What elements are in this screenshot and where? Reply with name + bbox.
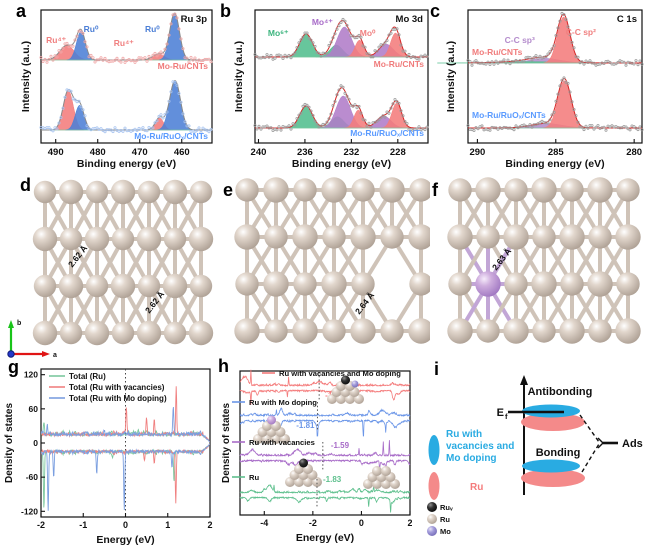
y-axis-title: Intensity (a.u.) [233, 41, 245, 112]
x-axis-title: Energy (eV) [296, 532, 354, 544]
axis-b-label: b [17, 320, 21, 327]
x-tick-label: 0 [123, 520, 128, 530]
dband-center-value: -1.81 [296, 421, 315, 430]
y-tick-label: 0 [33, 438, 38, 448]
y-axis-title: Density of states [222, 403, 232, 483]
x-tick-label: 0 [359, 518, 364, 528]
x-tick-label: 280 [626, 147, 642, 158]
atom-legend-label: Ruᵥ [440, 503, 453, 512]
dband-center-value: -1.59 [331, 441, 350, 450]
peak-label: Ru⁴⁺ [114, 38, 135, 48]
y-axis-title: Intensity (a.u.) [445, 41, 457, 112]
corner-tag: Ru 3p [181, 14, 208, 25]
x-axis-title: Energy (eV) [96, 534, 154, 546]
bonding-label: Bonding [536, 447, 581, 459]
x-tick-label: 236 [297, 147, 313, 158]
y-tick-label: 60 [29, 404, 39, 414]
peak-label: Mo⁶⁺ [268, 28, 289, 38]
y-tick-label: 120 [24, 370, 38, 380]
legend-entry: Total (Ru) [69, 372, 106, 381]
x-tick-label: 490 [48, 147, 64, 158]
panel-letter-c: c [430, 1, 441, 21]
x-tick-label: 232 [343, 147, 359, 158]
x-tick-label: 470 [132, 147, 148, 158]
y-tick-label: -60 [26, 472, 39, 482]
peak-label: C-C sp³ [505, 35, 535, 45]
legend-entry: Total (Ru with Mo doping) [69, 394, 167, 403]
sample-name: Mo-Ru/CNTs [374, 59, 425, 69]
sample-name: Mo-Ru/CNTs [472, 47, 523, 57]
atom-legend-label: Mo [440, 527, 451, 536]
x-tick-label: 460 [174, 147, 190, 158]
x-tick-label: -1 [79, 520, 87, 530]
corner-tag: Mo 3d [396, 14, 424, 25]
legend-ru-text: Ru [470, 482, 483, 493]
fermi-level-sub: f [505, 412, 508, 421]
x-tick-label: 480 [90, 147, 106, 158]
legend-entry: Total (Ru with vacancies) [69, 383, 165, 392]
trace-legend: Ru with vacancies and Mo doping [279, 369, 401, 378]
dos-chart-total: Total (Ru) Total (Ru with vacancies) Total… [4, 368, 213, 546]
ads-label: Ads [622, 438, 643, 450]
bonding-schematic: Antibonding E f Bonding Ads Ru withvacancies … [427, 375, 643, 536]
axis-a-label: a [53, 352, 57, 359]
panel-letter-a: a [16, 1, 27, 21]
peak-label: Ru⁴⁺ [46, 35, 67, 45]
antibonding-label: Antibonding [528, 386, 593, 398]
legend-blue-text: Mo doping [446, 453, 497, 464]
fermi-level-label: E [497, 407, 504, 419]
sample-name: Mo-Ru/RuOₓ/CNTs [350, 128, 424, 138]
x-tick-label: 2 [407, 518, 412, 528]
trace-legend: Ru with vacancies [249, 438, 315, 447]
panel-letter-i: i [434, 359, 440, 379]
legend-blue-text: Ru with [446, 429, 482, 440]
peak-label: Ru⁰ [145, 24, 160, 34]
x-tick-label: 2 [207, 520, 212, 530]
y-axis-title: Density of states [4, 403, 15, 483]
x-tick-label: 285 [548, 147, 565, 158]
legend-blue-text: vacancies and [446, 441, 514, 452]
x-tick-label: 228 [390, 147, 406, 158]
trace-legend: Ru with Mo doping [249, 398, 317, 407]
x-tick-label: 290 [469, 147, 485, 158]
panel-letter-d: d [20, 175, 31, 195]
sample-name: Mo-Ru/RuOₓ/CNTs [472, 110, 546, 120]
trace-legend: Ru [249, 473, 259, 482]
panel-letter-f: f [432, 180, 438, 200]
x-tick-label: -4 [260, 518, 268, 528]
crystal-model-ru-vacancy: 2.64 Å [234, 177, 430, 344]
panel-letter-e: e [223, 180, 234, 200]
panel-letter-h: h [218, 356, 229, 376]
xps-chart-ru3p: Mo-Ru/CNTs Mo-Ru/RuOₓ/CNTs Ru⁴⁺ Ru⁰ Ru⁴⁺ Ru⁰ R… [20, 9, 213, 170]
y-axis-title: Intensity (a.u.) [20, 41, 32, 112]
x-axis-title: Binding energy (eV) [77, 158, 176, 170]
xps-chart-mo3d: Mo-Ru/CNTs Mo-Ru/RuOₓ/CNTs Mo⁶⁺ Mo⁴⁺ Mo⁰ Mo 3… [233, 9, 429, 170]
xps-chart-c1s: Mo-Ru/CNTs Mo-Ru/RuOₓ/CNTs C-C sp³ C-C sp² C… [437, 9, 644, 170]
x-axis-title: Binding energy (eV) [292, 158, 391, 170]
corner-tag: C 1s [617, 14, 637, 25]
peak-label: Ru⁰ [84, 24, 99, 34]
x-tick-label: 1 [165, 520, 170, 530]
panel-letter-g: g [8, 357, 19, 377]
peak-label: C-C sp² [566, 27, 596, 37]
axes-triad: ba [7, 320, 57, 359]
dos-chart-dband: -1.74Ru with vacancies and Mo doping-1.8… [222, 369, 412, 544]
crystal-model-ru-mo: 2.63 Å [447, 177, 641, 344]
peak-label: Mo⁴⁺ [312, 17, 333, 27]
sample-name: Mo-Ru/CNTs [158, 61, 209, 71]
x-axis-title: Binding energy (eV) [505, 158, 604, 170]
x-tick-label: -2 [309, 518, 317, 528]
peak-label: Mo⁰ [360, 28, 376, 38]
panel-letter-b: b [220, 1, 231, 21]
dband-center-value: -1.83 [323, 475, 342, 484]
atom-legend-label: Ru [440, 515, 450, 524]
x-tick-label: -2 [37, 520, 45, 530]
x-tick-label: 240 [251, 147, 267, 158]
y-tick-label: -120 [21, 506, 38, 516]
sample-name: Mo-Ru/RuOₓ/CNTs [134, 131, 208, 141]
crystal-model-ru: 2.62 Å2.62 Å [32, 179, 214, 346]
